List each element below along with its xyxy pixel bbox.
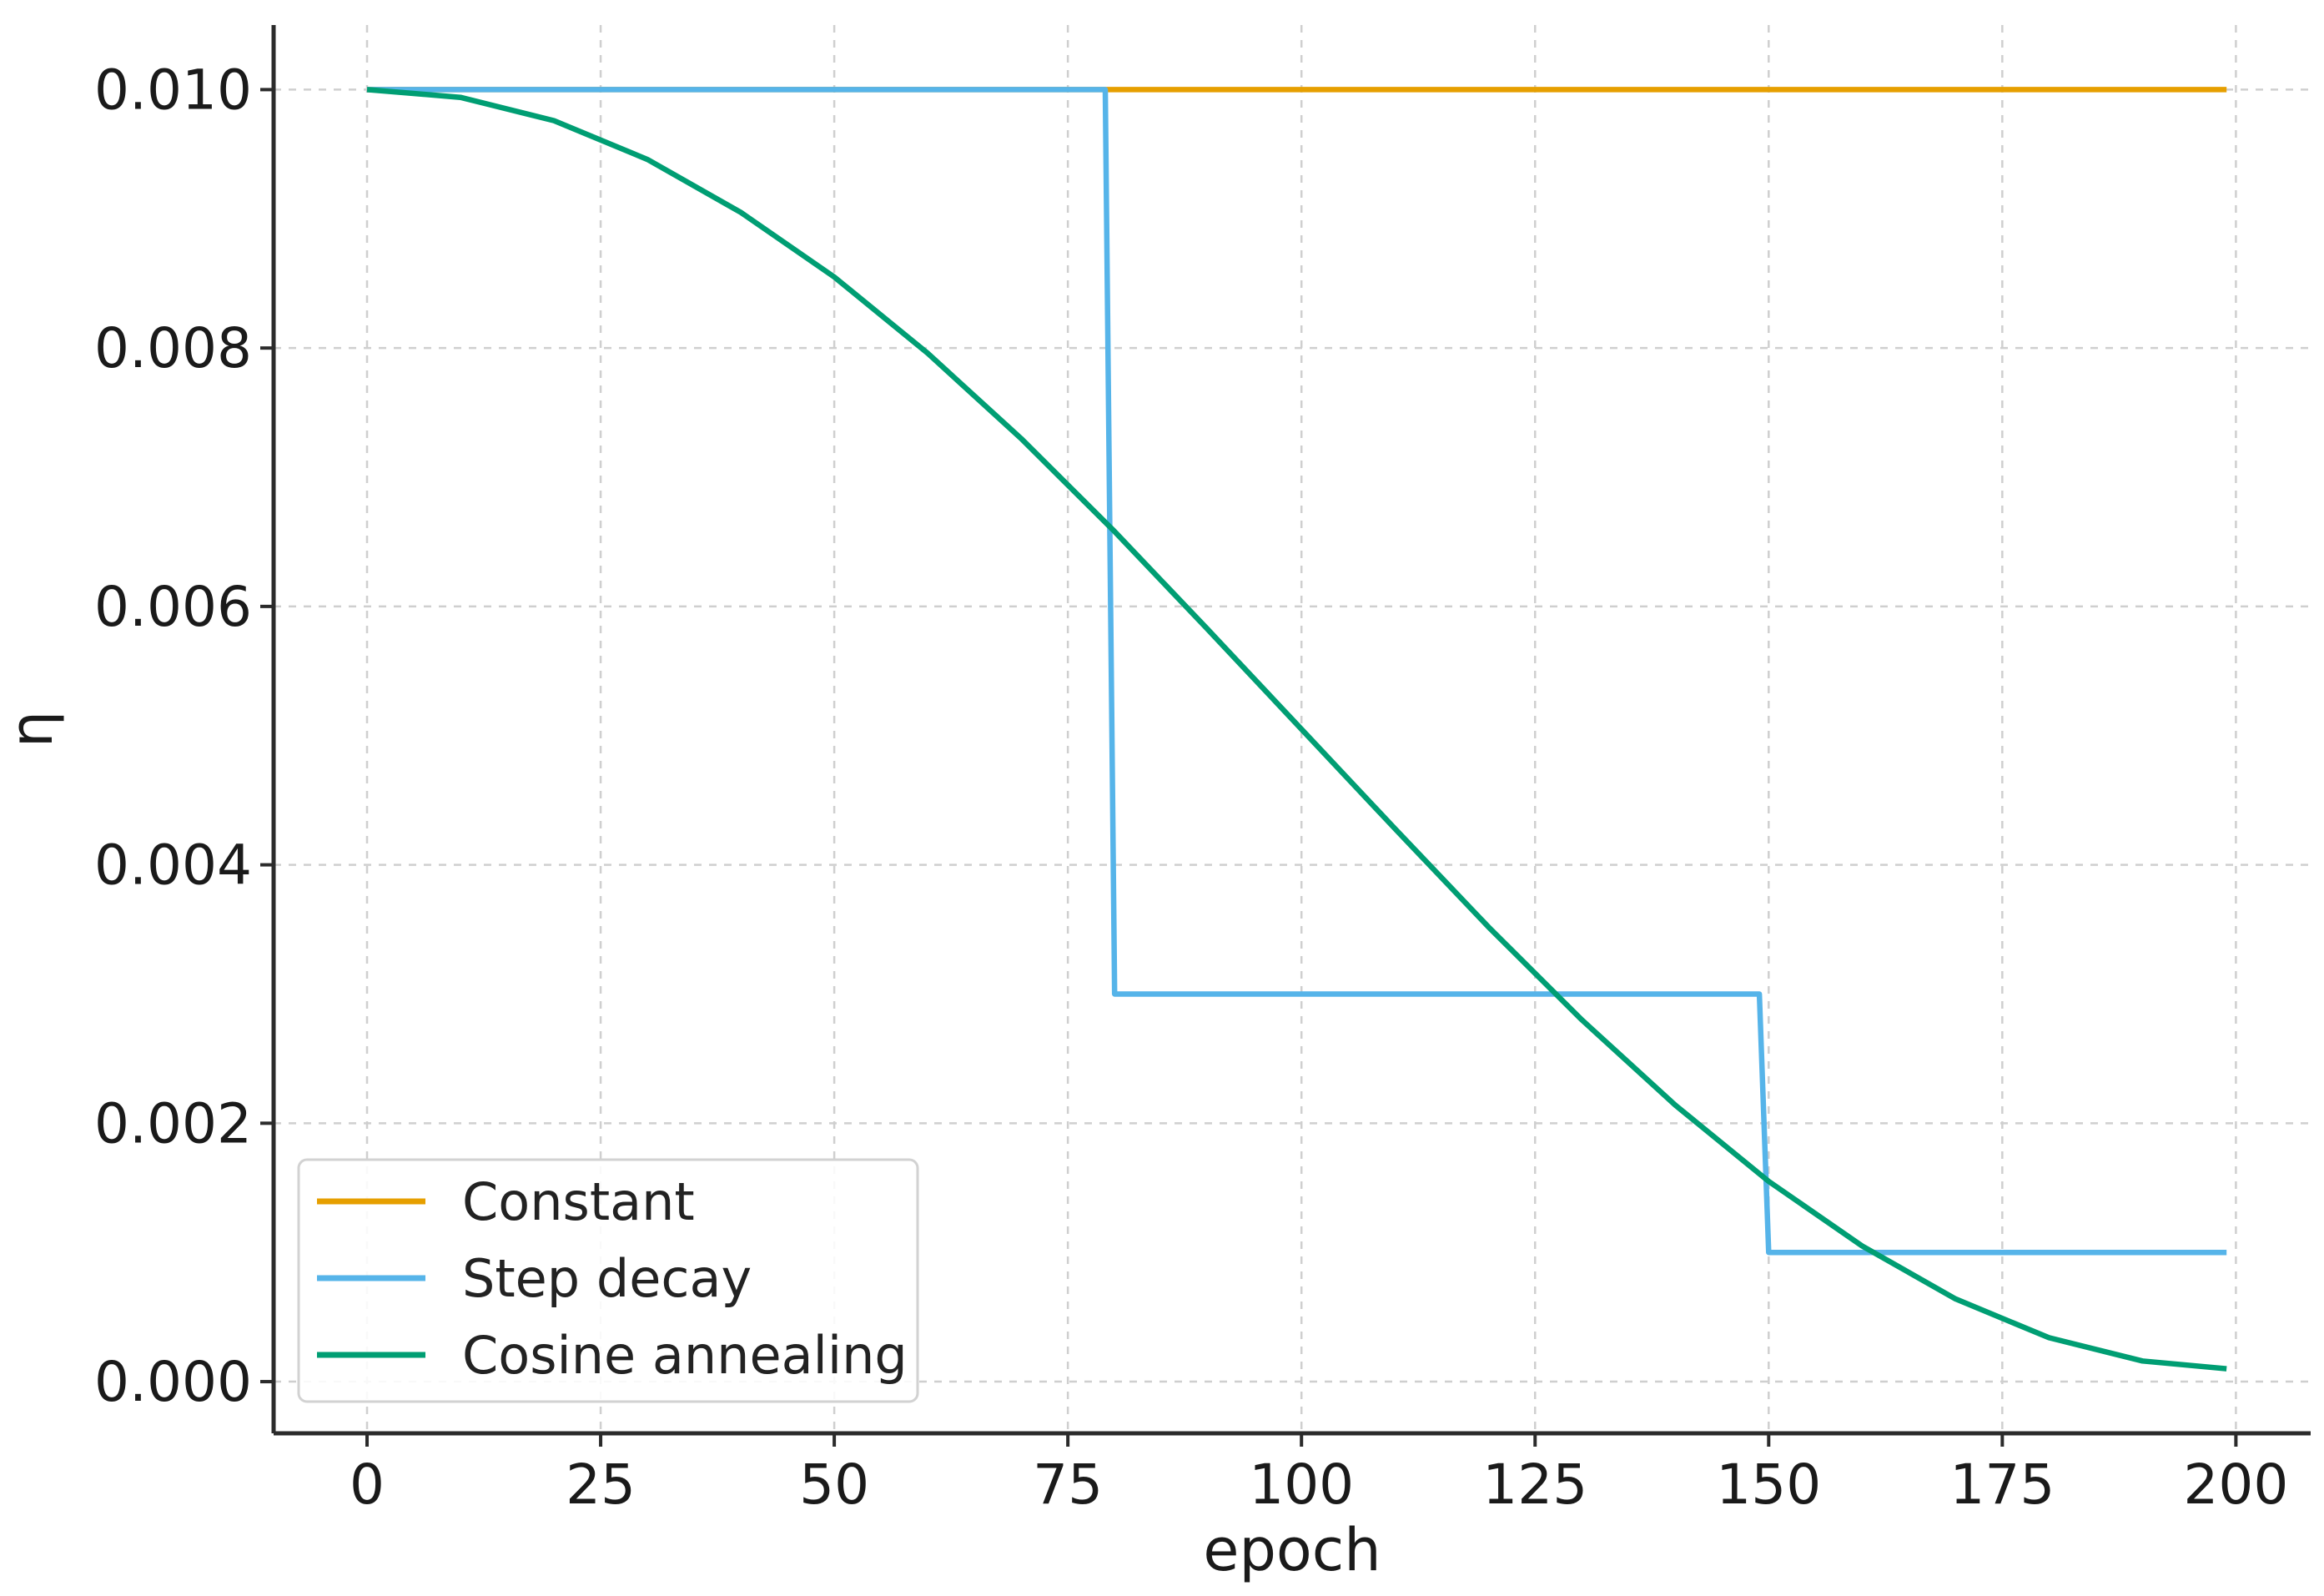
legend-label: Step decay — [462, 1248, 752, 1309]
series-line-step-decay — [367, 87, 2227, 1256]
x-tick-label: 25 — [566, 1453, 636, 1517]
axes — [271, 25, 2311, 1436]
series-lines — [366, 87, 2227, 1372]
x-tick-label: 125 — [1482, 1453, 1587, 1517]
legend: Constant Step decay Cosine annealing — [297, 1158, 919, 1403]
x-tick-label: 175 — [1949, 1453, 2055, 1517]
y-tick-label: 0.004 — [94, 833, 252, 898]
y-tick-label: 0.002 — [94, 1091, 252, 1155]
y-tick-label: 0.010 — [94, 58, 252, 122]
x-tick-label: 0 — [350, 1453, 385, 1517]
legend-label: Cosine annealing — [462, 1325, 908, 1386]
y-tick-label: 0.000 — [94, 1350, 252, 1414]
ticks: 0 25 50 75 100 125 150 175 200 0.000 0.002 0.004 0.0… — [94, 58, 2288, 1517]
x-axis-label: epoch — [1203, 1516, 1381, 1584]
legend-label: Constant — [462, 1171, 695, 1232]
x-tick-label: 200 — [2183, 1453, 2288, 1517]
x-tick-label: 150 — [1716, 1453, 1821, 1517]
y-axis-label: η — [0, 711, 66, 748]
series-line-cosine-annealing — [366, 87, 2227, 1372]
legend-box — [297, 1158, 919, 1403]
y-tick-label: 0.008 — [94, 316, 252, 380]
x-tick-label: 75 — [1033, 1453, 1103, 1517]
x-tick-label: 100 — [1249, 1453, 1354, 1517]
x-tick-label: 50 — [799, 1453, 869, 1517]
y-tick-label: 0.006 — [94, 575, 252, 639]
